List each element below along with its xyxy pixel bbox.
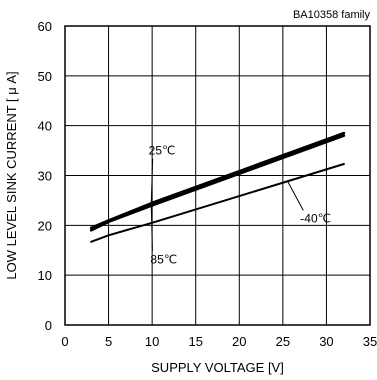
y-tick-label: 20 xyxy=(38,218,52,233)
x-tick-label: 15 xyxy=(188,334,202,349)
y-axis-label: LOW LEVEL SINK CURRENT [ μ A] xyxy=(4,71,19,279)
x-tick-label: 10 xyxy=(145,334,159,349)
y-tick-label: 10 xyxy=(38,268,52,283)
y-tick-label: 30 xyxy=(38,169,52,184)
x-axis-label: SUPPLY VOLTAGE [V] xyxy=(151,360,284,375)
y-tick-label: 50 xyxy=(38,69,52,84)
series-line-0 xyxy=(89,131,346,230)
series-lines xyxy=(89,131,346,243)
x-tick-label: 35 xyxy=(363,334,377,349)
x-tick-label: 20 xyxy=(232,334,246,349)
y-tick-label: 40 xyxy=(38,119,52,134)
series-line-1 xyxy=(89,134,346,232)
annotation-label: 25℃ xyxy=(149,144,176,158)
tick-labels: 0 5 10 15 20 25 30 35 0 10 20 30 40 50 60 xyxy=(38,19,377,349)
grid-lines xyxy=(65,26,370,325)
chart-subtitle: BA10358 family xyxy=(293,9,371,21)
x-tick-label: 0 xyxy=(61,334,68,349)
plot-frame xyxy=(64,25,371,326)
annotation-leader-line xyxy=(286,180,304,211)
x-tick-label: 30 xyxy=(319,334,333,349)
series-line-2 xyxy=(90,163,345,243)
y-tick-label: 0 xyxy=(45,318,52,333)
annotation-leader-line xyxy=(150,158,154,204)
annotation-label: 85℃ xyxy=(150,253,177,267)
y-tick-label: 60 xyxy=(38,19,52,34)
x-tick-label: 5 xyxy=(105,334,112,349)
annotation-label: -40℃ xyxy=(300,211,331,225)
x-tick-label: 25 xyxy=(276,334,290,349)
annotation-leader-line xyxy=(150,205,153,251)
annotations: 25℃ 85℃ -40℃ xyxy=(149,144,331,267)
